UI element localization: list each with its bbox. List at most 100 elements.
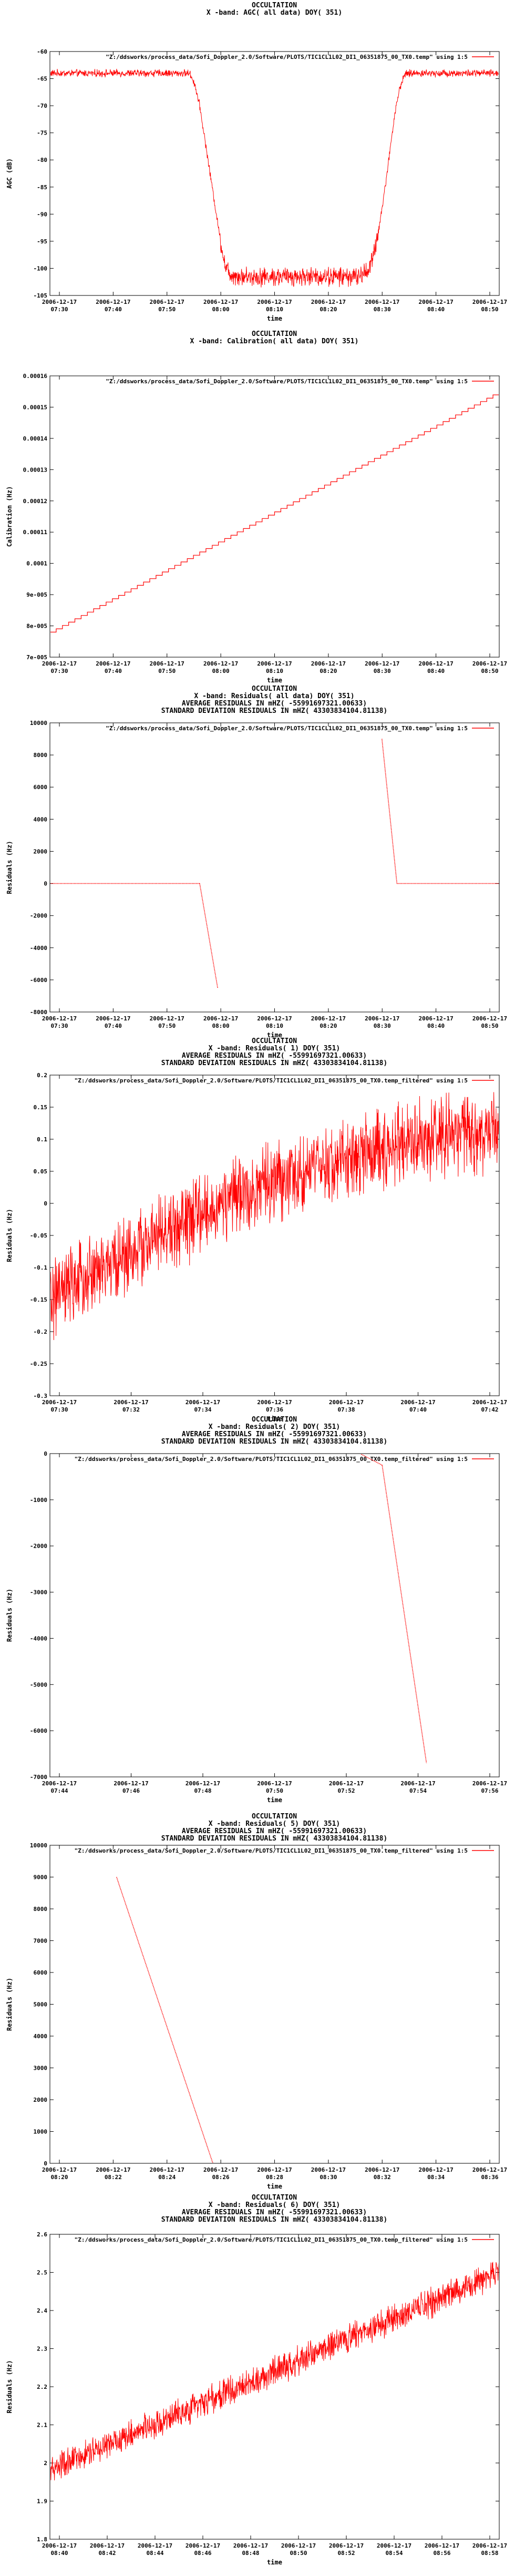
y-tick-label: 0.00016 xyxy=(23,373,48,380)
x-tick-label-date: 2006-12-17 xyxy=(114,1399,148,1406)
y-tick-label: -0.1 xyxy=(34,1264,48,1271)
y-tick-label: -2000 xyxy=(30,1543,47,1550)
legend-entry: "Z:/ddsworks/process_data/Sofi_Doppler_2… xyxy=(75,2236,468,2243)
y-tick-label: 8000 xyxy=(34,1906,48,1913)
x-tick-label-date: 2006-12-17 xyxy=(203,1015,238,1022)
chart-title-line: X -band: Residuals( 6) DOY( 351) xyxy=(209,2201,340,2209)
x-tick-label-date: 2006-12-17 xyxy=(472,2542,507,2549)
x-tick-label-date: 2006-12-17 xyxy=(42,660,77,667)
y-tick-label: 4000 xyxy=(34,816,48,823)
y-axis-label: Residuals (Hz) xyxy=(6,1209,13,1262)
x-tick-label-date: 2006-12-17 xyxy=(150,2166,184,2173)
x-tick-label-date: 2006-12-17 xyxy=(329,1780,364,1787)
x-tick-label-time: 08:54 xyxy=(385,2550,403,2557)
y-tick-label: 10000 xyxy=(30,1842,47,1849)
plot-frame xyxy=(49,722,500,1013)
x-tick-label-time: 08:50 xyxy=(481,306,498,313)
x-tick-label-date: 2006-12-17 xyxy=(472,660,507,667)
x-tick-label-time: 08:30 xyxy=(374,1023,391,1029)
y-tick-label: 3000 xyxy=(34,2065,48,2072)
chart-title-line: STANDARD DEVIATION RESIDUALS IN mHZ( 433… xyxy=(161,1835,387,1843)
y-tick-label: 0.2 xyxy=(37,1072,47,1079)
x-tick-label-date: 2006-12-17 xyxy=(203,2166,238,2173)
y-tick-label: 0 xyxy=(44,2160,47,2167)
chart-title-line: OCCULTATION xyxy=(252,1416,297,1424)
x-tick-label-time: 07:30 xyxy=(50,1023,68,1029)
x-tick-label-time: 08:32 xyxy=(374,2174,391,2181)
x-tick-label-date: 2006-12-17 xyxy=(311,299,346,305)
x-tick-label-date: 2006-12-17 xyxy=(233,2542,268,2549)
x-tick-label-date: 2006-12-17 xyxy=(186,1399,220,1406)
chart-title-line: AVERAGE RESIDUALS IN mHZ( -55991697321.0… xyxy=(182,1052,367,1060)
x-tick-label-date: 2006-12-17 xyxy=(42,1015,77,1022)
y-axis-label: AGC (dB) xyxy=(6,158,13,189)
x-tick-label-date: 2006-12-17 xyxy=(425,2542,459,2549)
x-tick-label-date: 2006-12-17 xyxy=(90,2542,125,2549)
y-tick-label: -0.25 xyxy=(30,1361,47,1367)
y-tick-label: 0.00014 xyxy=(23,435,48,442)
chart-title-line: STANDARD DEVIATION RESIDUALS IN mHZ( 433… xyxy=(161,707,387,715)
series-segment xyxy=(382,1465,427,1763)
y-tick-label: -1000 xyxy=(30,1497,47,1504)
x-tick-label-date: 2006-12-17 xyxy=(472,1780,507,1787)
x-tick-label-date: 2006-12-17 xyxy=(281,2542,316,2549)
y-tick-label: 0 xyxy=(44,1200,47,1207)
x-tick-label-date: 2006-12-17 xyxy=(257,299,292,305)
x-axis-label: time xyxy=(267,1415,282,1423)
x-tick-label-time: 07:30 xyxy=(50,306,68,313)
x-tick-label-time: 07:42 xyxy=(481,1406,498,1413)
y-tick-label: 0 xyxy=(44,881,47,887)
x-tick-label-date: 2006-12-17 xyxy=(365,1015,399,1022)
x-tick-label-time: 08:40 xyxy=(50,2550,68,2557)
y-tick-label: 0.05 xyxy=(34,1168,48,1175)
x-tick-label-time: 08:10 xyxy=(266,668,283,674)
x-tick-label-date: 2006-12-17 xyxy=(472,1399,507,1406)
y-tick-label: -3000 xyxy=(30,1589,47,1596)
x-tick-label-time: 07:32 xyxy=(122,1406,140,1413)
x-axis-label: time xyxy=(267,677,282,684)
x-tick-label-time: 07:44 xyxy=(50,1787,68,1794)
x-tick-label-date: 2006-12-17 xyxy=(114,1780,148,1787)
x-tick-label-time: 07:54 xyxy=(409,1787,427,1794)
x-tick-label-date: 2006-12-17 xyxy=(311,660,346,667)
x-tick-label-date: 2006-12-17 xyxy=(257,660,292,667)
series-line xyxy=(50,394,499,632)
x-tick-label-date: 2006-12-17 xyxy=(329,1399,364,1406)
chart-title-line: STANDARD DEVIATION RESIDUALS IN mHZ( 433… xyxy=(161,1059,387,1067)
y-axis-label: Calibration (Hz) xyxy=(6,486,13,547)
y-tick-label: 2000 xyxy=(34,848,48,855)
y-tick-label: -4000 xyxy=(30,945,47,952)
x-tick-label-time: 07:52 xyxy=(337,1787,355,1794)
chart-title-line: STANDARD DEVIATION RESIDUALS IN mHZ( 433… xyxy=(161,1438,387,1446)
x-tick-label-time: 08:40 xyxy=(427,306,445,313)
x-tick-label-date: 2006-12-17 xyxy=(311,2166,346,2173)
x-tick-label-time: 07:38 xyxy=(337,1406,355,1413)
y-tick-label: -100 xyxy=(34,265,48,272)
x-tick-label-date: 2006-12-17 xyxy=(150,299,184,305)
x-tick-label-time: 07:40 xyxy=(409,1406,427,1413)
y-tick-label: 4000 xyxy=(34,2033,48,2040)
x-tick-label-time: 08:20 xyxy=(320,668,337,674)
series-line xyxy=(50,1092,499,1341)
chart-title-line: AVERAGE RESIDUALS IN mHZ( -55991697321.0… xyxy=(182,1430,367,1438)
x-tick-label-date: 2006-12-17 xyxy=(96,1015,130,1022)
y-tick-label: 8000 xyxy=(34,752,48,759)
chart-title-line: AVERAGE RESIDUALS IN mHZ( -55991697321.0… xyxy=(182,1827,367,1835)
x-tick-label-date: 2006-12-17 xyxy=(96,660,130,667)
y-tick-label: 1.8 xyxy=(37,2536,47,2543)
plot-frame xyxy=(49,2234,500,2540)
x-axis-label: time xyxy=(267,1031,282,1039)
series-segment xyxy=(199,883,218,988)
x-tick-label-time: 07:50 xyxy=(158,306,176,313)
y-tick-label: 1000 xyxy=(34,2129,48,2135)
plot-frame xyxy=(49,51,500,296)
x-tick-label-time: 08:26 xyxy=(212,2174,230,2181)
y-tick-label: 9e-005 xyxy=(26,591,47,598)
x-tick-label-time: 07:34 xyxy=(194,1406,211,1413)
y-axis-label: Residuals (Hz) xyxy=(6,1978,13,2031)
